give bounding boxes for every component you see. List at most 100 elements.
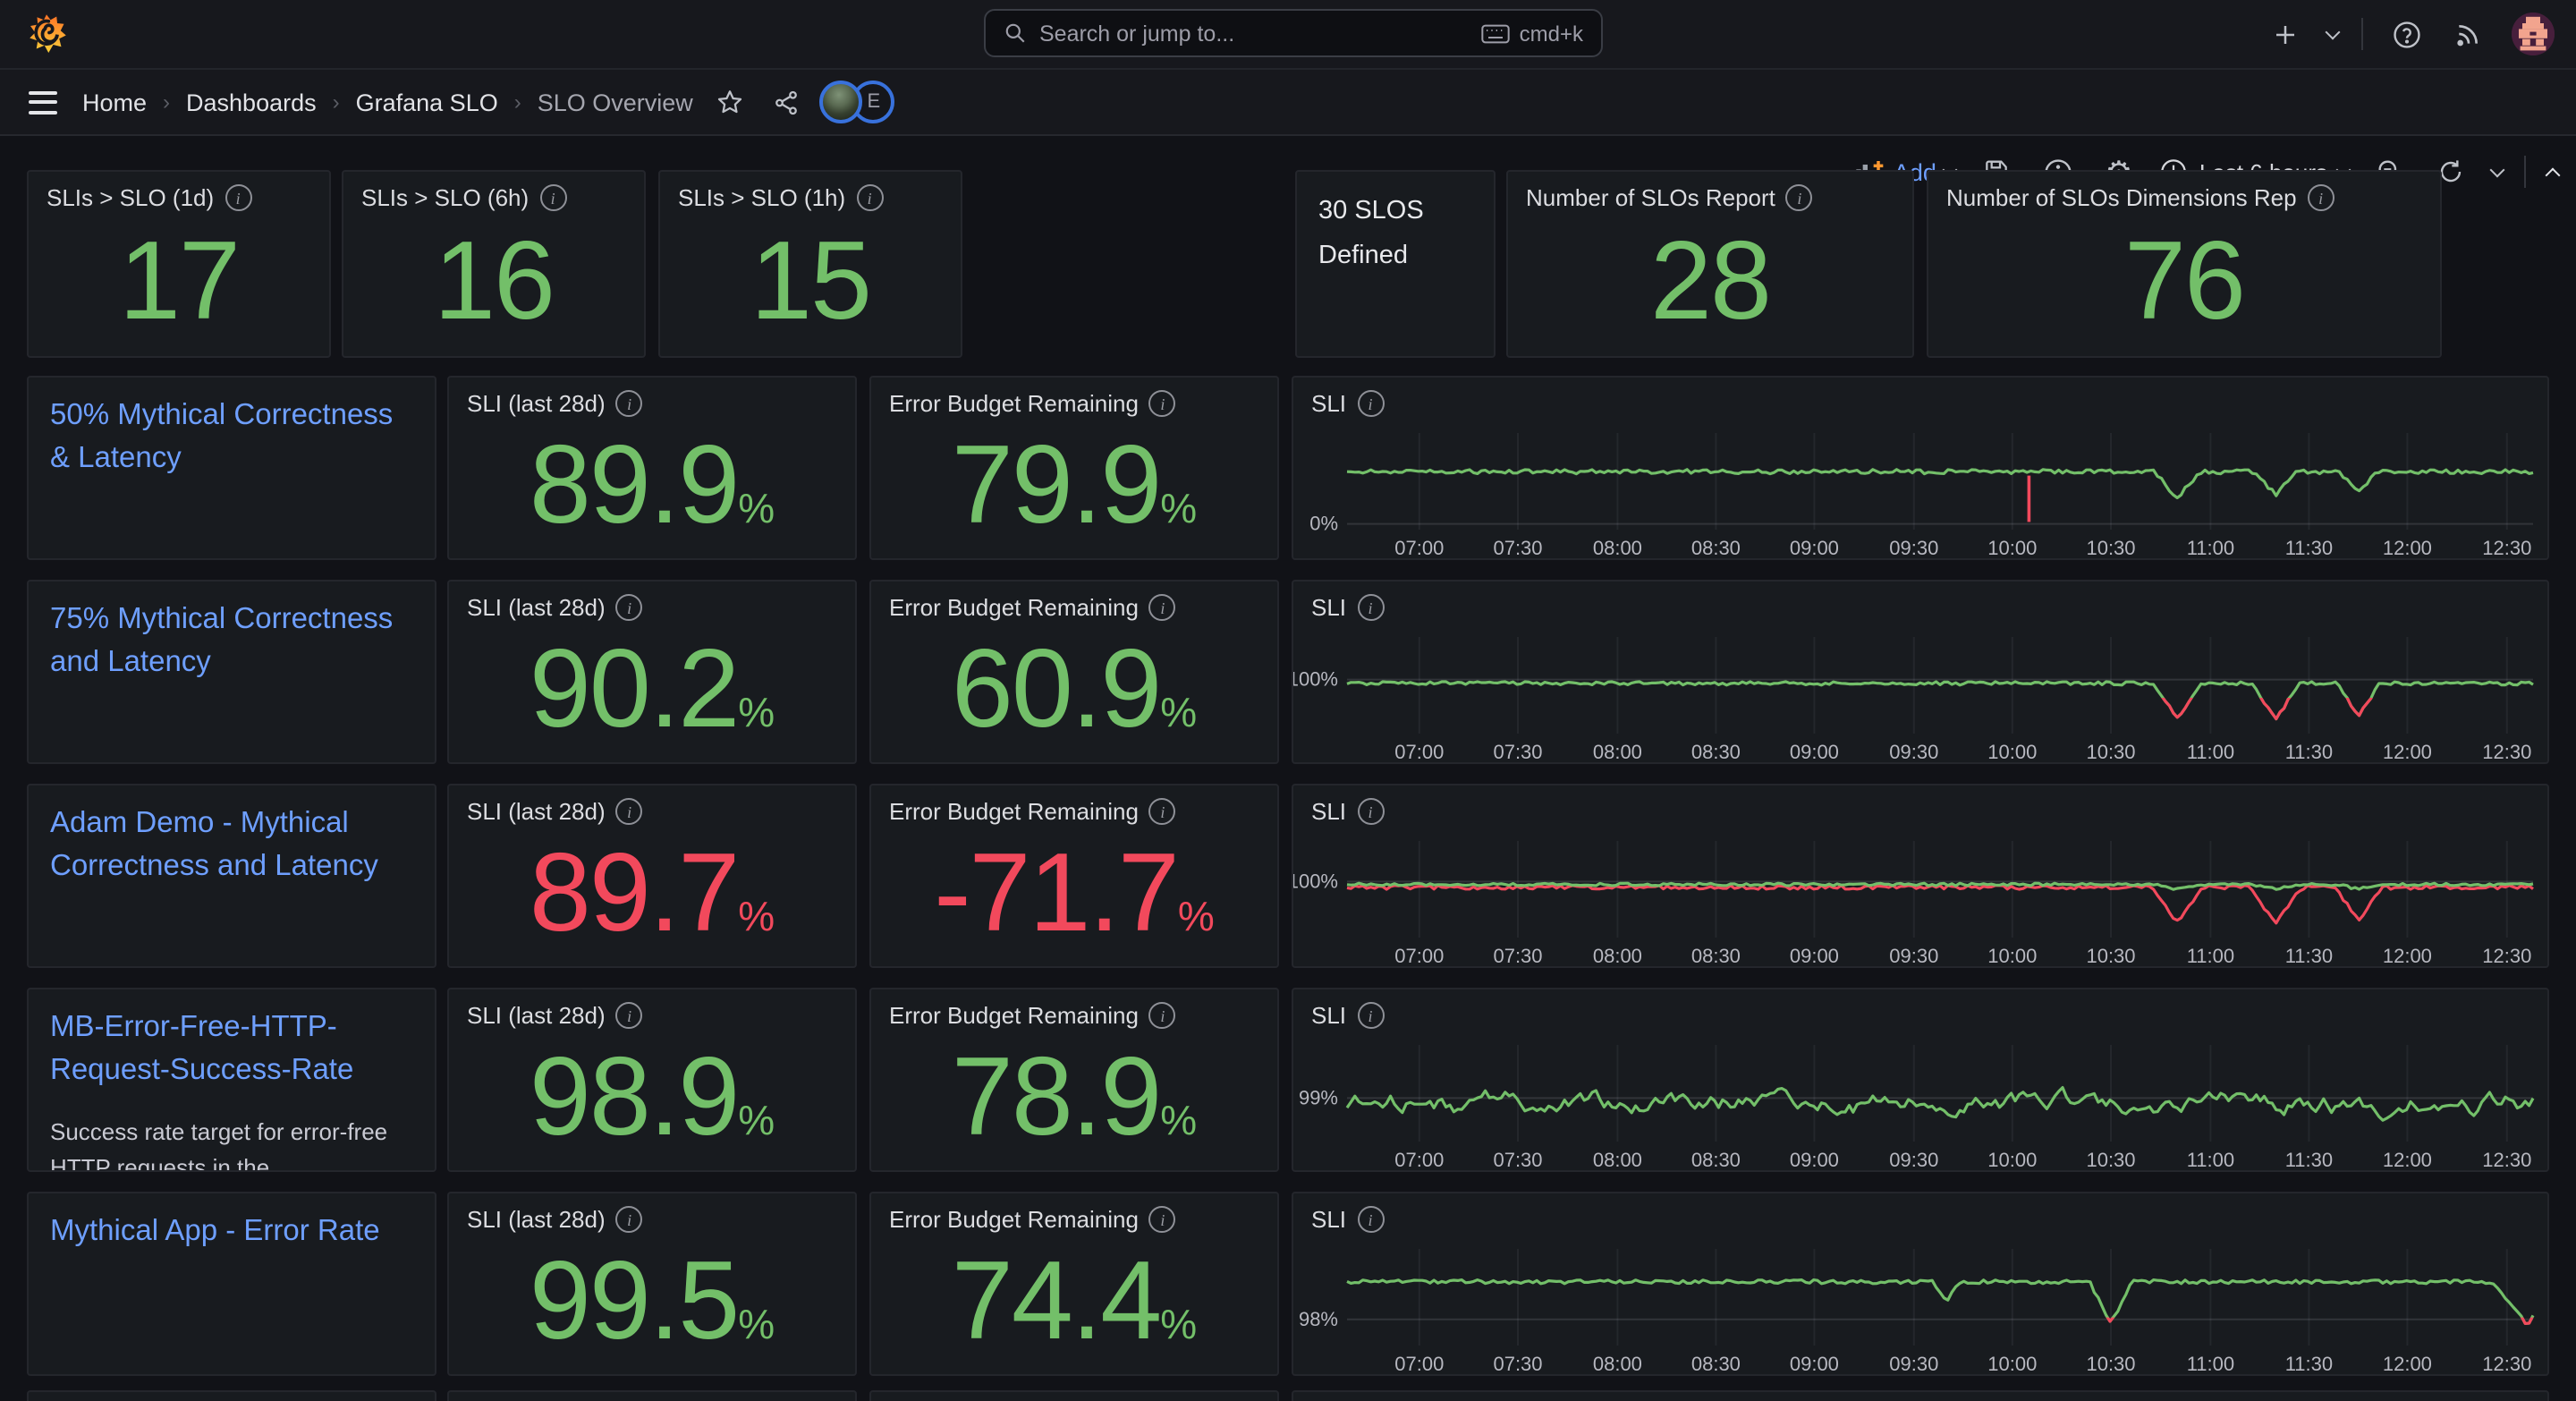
panel-title: SLI (last 28d) — [467, 390, 606, 417]
stat-value: 16 — [434, 219, 555, 343]
presence-avatar-initial[interactable]: E — [852, 81, 895, 123]
svg-text:09:00: 09:00 — [1790, 1149, 1839, 1171]
info-icon[interactable]: i — [856, 184, 884, 211]
sli-timeseries-chart[interactable]: 100% 07:00 07:30 08:00 08:30 09:00 09:30 10:00 1… — [1293, 830, 2547, 966]
stat-value: 28 — [1650, 219, 1772, 343]
slo-name-link[interactable]: MB-Error-Free-HTTP-Request-Success-Rate — [50, 1011, 354, 1086]
panel-title: SLI (last 28d) — [467, 1002, 606, 1029]
info-icon[interactable]: i — [1148, 1206, 1176, 1233]
new-plus-button[interactable] — [2265, 14, 2304, 54]
svg-text:0%: 0% — [1309, 513, 1338, 535]
svg-text:12:00: 12:00 — [2383, 741, 2432, 763]
slo-link-panel: 50% Mythical Correctness & Latency — [27, 376, 436, 560]
news-button[interactable] — [2449, 14, 2488, 54]
breadcrumb-separator: › — [513, 89, 521, 115]
svg-text:09:00: 09:00 — [1790, 945, 1839, 967]
info-icon[interactable]: i — [1357, 1206, 1385, 1233]
sli-timeseries-chart[interactable]: 98% 07:00 07:30 08:00 08:30 09:00 09:30 10:00 10… — [1293, 1238, 2547, 1374]
stat-panel-slis-slo-1d: SLIs > SLO (1d) i 17 — [27, 170, 331, 358]
refresh-icon — [2440, 160, 2462, 183]
search-icon — [1005, 23, 1025, 43]
svg-text:10:30: 10:30 — [2086, 1149, 2135, 1171]
breadcrumb-separator: › — [332, 89, 340, 115]
grafana-logo-icon[interactable] — [25, 13, 68, 55]
info-icon[interactable]: i — [615, 798, 643, 825]
mega-menu-toggle[interactable] — [29, 90, 57, 114]
presence-avatar-photo[interactable] — [819, 81, 863, 123]
panel-title: Error Budget Remaining — [889, 1002, 1139, 1029]
breadcrumb-home[interactable]: Home — [82, 89, 148, 115]
svg-text:08:00: 08:00 — [1593, 1149, 1642, 1171]
svg-text:07:30: 07:30 — [1493, 537, 1542, 559]
sli-timeseries-chart[interactable]: 0% 07:00 07:30 08:00 08:30 09:00 09:30 10:00 10:… — [1293, 422, 2547, 558]
slo-name-link[interactable]: 75% Mythical Correctness and Latency — [50, 603, 394, 678]
info-icon[interactable]: i — [1785, 184, 1813, 211]
svg-text:07:30: 07:30 — [1493, 945, 1542, 967]
panel-title: Error Budget Remaining — [889, 798, 1139, 825]
panel-title: SLI (last 28d) — [467, 1206, 606, 1233]
refresh-button[interactable] — [2431, 152, 2470, 191]
info-icon[interactable]: i — [615, 390, 643, 417]
share-icon — [775, 89, 797, 115]
info-icon[interactable]: i — [1148, 390, 1176, 417]
info-icon[interactable]: i — [2307, 184, 2334, 211]
sli-stat-panel: SLI (last 28d) i 89.7% — [447, 784, 857, 968]
svg-text:09:30: 09:30 — [1889, 945, 1938, 967]
sli-value: 90.2% — [529, 627, 775, 751]
svg-text:12:00: 12:00 — [2383, 1149, 2432, 1171]
stat-panel-slis-slo-6h: SLIs > SLO (6h) i 16 — [342, 170, 646, 358]
search-input[interactable]: Search or jump to... cmd+k — [984, 9, 1603, 57]
svg-text:09:00: 09:00 — [1790, 741, 1839, 763]
svg-text:07:00: 07:00 — [1394, 537, 1444, 559]
share-button[interactable] — [767, 82, 806, 122]
svg-text:12:30: 12:30 — [2482, 1353, 2531, 1375]
svg-text:07:00: 07:00 — [1394, 945, 1444, 967]
info-icon[interactable]: i — [1148, 1002, 1176, 1029]
favorite-button[interactable] — [711, 82, 750, 122]
breadcrumb-dashboards[interactable]: Dashboards — [186, 89, 317, 115]
stat-value: 15 — [750, 219, 872, 343]
info-icon[interactable]: i — [225, 184, 252, 211]
kiosk-chevron-up-icon[interactable] — [2545, 166, 2561, 183]
breadcrumb-folder[interactable]: Grafana SLO — [355, 89, 498, 115]
slo-name-link[interactable]: 50% Mythical Correctness & Latency — [50, 399, 394, 474]
svg-text:100%: 100% — [1293, 668, 1338, 691]
new-menu-chevron-down-icon[interactable] — [2325, 23, 2341, 39]
sli-timeseries-chart[interactable]: 99% 07:00 07:30 08:00 08:30 09:00 09:30 10:00 10… — [1293, 1034, 2547, 1170]
shortcut-hint: cmd+k — [1481, 21, 1583, 46]
svg-text:12:30: 12:30 — [2482, 537, 2531, 559]
info-icon[interactable]: i — [1357, 798, 1385, 825]
user-avatar[interactable] — [2512, 13, 2555, 55]
divider — [2361, 18, 2363, 50]
svg-text:07:00: 07:00 — [1394, 1353, 1444, 1375]
info-icon[interactable]: i — [1357, 1002, 1385, 1029]
svg-text:10:30: 10:30 — [2086, 741, 2135, 763]
info-icon[interactable]: i — [615, 594, 643, 621]
error-budget-panel: Error Budget Remaining i 79.9% — [869, 376, 1279, 560]
info-icon[interactable]: i — [1357, 594, 1385, 621]
svg-text:10:00: 10:00 — [1987, 537, 2037, 559]
info-icon[interactable]: i — [615, 1002, 643, 1029]
keyboard-icon — [1481, 23, 1511, 43]
panel-title: SLI — [1311, 390, 1347, 417]
panel-title: SLI — [1311, 1002, 1347, 1029]
panel-title: Number of SLOs Report — [1526, 184, 1775, 211]
info-icon[interactable]: i — [1148, 798, 1176, 825]
help-button[interactable] — [2386, 14, 2426, 54]
svg-text:07:00: 07:00 — [1394, 1149, 1444, 1171]
info-icon[interactable]: i — [539, 184, 567, 211]
sli-timeseries-chart[interactable]: 100% 07:00 07:30 08:00 08:30 09:00 09:30 10:00 1… — [1293, 626, 2547, 762]
svg-text:08:30: 08:30 — [1691, 1353, 1741, 1375]
slo-name-link[interactable]: Adam Demo - Mythical Correctness and Lat… — [50, 807, 378, 882]
slo-name-link[interactable]: Mythical App - Error Rate — [50, 1215, 380, 1247]
breadcrumb-separator: › — [163, 89, 171, 115]
presence-indicators: E — [819, 81, 895, 123]
info-icon[interactable]: i — [1357, 390, 1385, 417]
refresh-interval-chevron-down-icon[interactable] — [2489, 161, 2505, 177]
slo-link-panel: MB-Error-Free-HTTP-Request-Success-Rate … — [27, 988, 436, 1172]
info-icon[interactable]: i — [1148, 594, 1176, 621]
info-icon[interactable]: i — [615, 1206, 643, 1233]
sli-value: 99.5% — [529, 1239, 775, 1363]
